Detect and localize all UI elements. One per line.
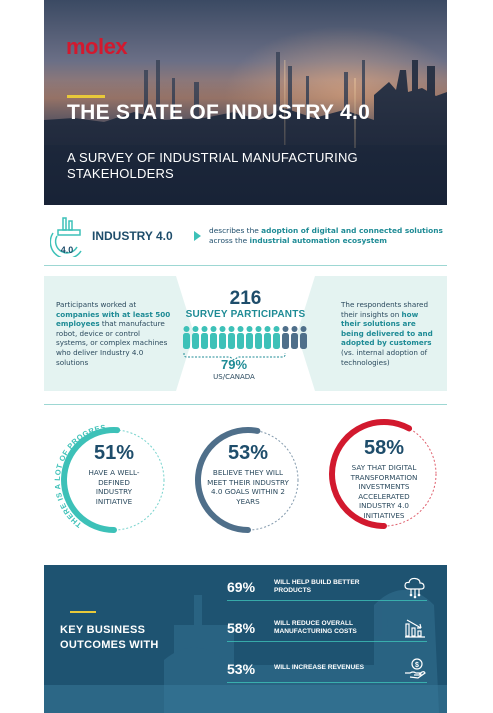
cloud-network-icon (404, 577, 425, 599)
stat-ring-progress (329, 419, 413, 529)
insights-description: The respondents shared their insights on… (341, 300, 433, 367)
person-icon (201, 326, 208, 349)
stat-percentage: 53% (227, 442, 269, 464)
person-icon (237, 326, 244, 349)
outcome-percentage: 58% (227, 620, 256, 636)
progress-stats: THERE IS A LOT OF PROGRESS 51% HAVE A WE… (44, 418, 447, 548)
outcome-text: WILL INCREASE REVENUES (274, 664, 365, 671)
business-outcomes: KEY BUSINESS OUTCOMES WITH 69% WILL HELP… (44, 565, 447, 713)
person-icon (228, 326, 235, 349)
industry-definition: 4.0 INDUSTRY 4.0 describes the adoption … (44, 213, 447, 261)
arrow-right-icon (194, 231, 201, 241)
region-brace (183, 353, 286, 360)
industry-4-0-label: INDUSTRY 4.0 (92, 229, 173, 243)
outcome-row: 69% WILL HELP BUILD BETTER PRODUCTS (227, 575, 432, 603)
person-icon (183, 326, 190, 349)
outcome-text: WILL HELP BUILD BETTER PRODUCTS (274, 579, 360, 594)
revenue-icon: $ (405, 658, 426, 679)
person-icon (300, 326, 307, 349)
stat-percentage: 58% (363, 437, 405, 459)
stat-description: BELIEVE THEY WILL MEET THEIR INDUSTRY 4.… (207, 468, 289, 506)
person-icon (291, 326, 298, 349)
industry-definition-text: describes the adoption of digital and co… (209, 226, 443, 245)
hero-banner: molex THE STATE OF INDUSTRY 4.0 A SURVEY… (44, 0, 447, 205)
stat-description: SAY THAT DIGITAL TRANSFORMATION INVESTME… (350, 463, 418, 520)
person-icon (264, 326, 271, 349)
divider (44, 265, 447, 266)
outcome-text: WILL REDUCE OVERALL MANUFACTURING COSTS (274, 620, 357, 635)
outcome-percentage: 69% (227, 579, 256, 595)
insights-box (297, 276, 447, 391)
stat-rings: THERE IS A LOT OF PROGRESS (44, 418, 437, 533)
outcome-divider (227, 682, 427, 683)
cost-reduction-icon (405, 619, 425, 638)
svg-text:4.0: 4.0 (61, 245, 74, 255)
region-percentage: 79% (220, 357, 248, 372)
people-icons (183, 326, 307, 349)
outcome-divider (227, 600, 427, 601)
accent-bar (70, 611, 96, 613)
person-icon (246, 326, 253, 349)
region-label: US/CANADA (213, 373, 255, 381)
svg-text:$: $ (415, 662, 419, 669)
participants-box (44, 276, 194, 391)
person-icon (210, 326, 217, 349)
outcome-row: 58% WILL REDUCE OVERALL MANUFACTURING CO… (227, 616, 432, 644)
outcomes-title: KEY BUSINESS OUTCOMES WITH (60, 624, 159, 651)
stat-percentage: 51% (93, 442, 135, 464)
divider (44, 404, 447, 405)
accent-bar (67, 95, 105, 98)
person-icon (192, 326, 199, 349)
outcome-row: 53% WILL INCREASE REVENUES $ (227, 657, 432, 685)
molex-logo: molex (66, 34, 128, 59)
stat-ring-progress (61, 427, 121, 533)
page-subtitle: A SURVEY OF INDUSTRIAL MANUFACTURING STA… (67, 150, 358, 181)
outcome-divider (227, 641, 427, 642)
stat-description: HAVE A WELL-DEFINED INDUSTRY INITIATIVE (88, 468, 140, 506)
participants-description: Participants worked at companies with at… (56, 300, 171, 367)
person-icon (219, 326, 226, 349)
infographic: molex THE STATE OF INDUSTRY 4.0 A SURVEY… (44, 0, 447, 713)
participants-label: SURVEY PARTICIPANTS (185, 309, 306, 320)
person-icon (255, 326, 262, 349)
industrial-background-image (44, 590, 447, 713)
factory-4-0-icon: 4.0 (50, 217, 82, 257)
page-title: THE STATE OF INDUSTRY 4.0 (67, 101, 371, 124)
person-icon (282, 326, 289, 349)
person-icon (273, 326, 280, 349)
outcome-percentage: 53% (227, 661, 256, 677)
stat-ring-progress (195, 427, 261, 533)
participant-count: 216 (229, 288, 262, 309)
